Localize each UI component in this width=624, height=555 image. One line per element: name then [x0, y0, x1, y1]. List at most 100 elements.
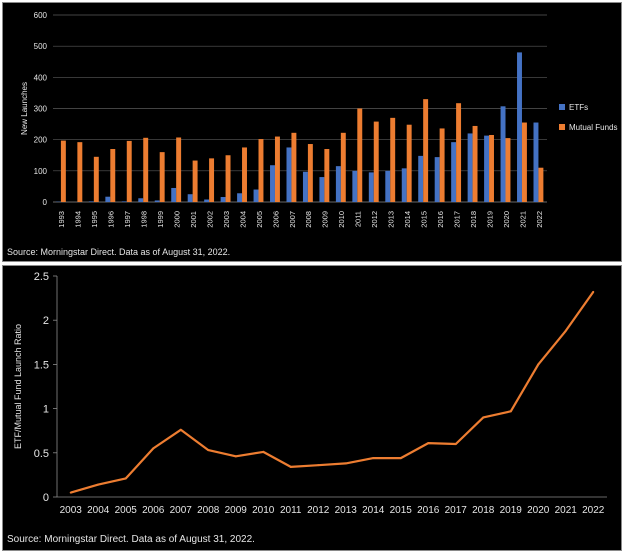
- ratio-data-point: [289, 465, 292, 468]
- bar-etfs: [401, 168, 407, 202]
- bar-mutual-funds: [274, 136, 280, 202]
- x-tick-label: 2015: [420, 211, 429, 228]
- x-tick-label: 2018: [469, 211, 478, 228]
- x-tick-label: 2002: [205, 211, 214, 228]
- bar-mutual-funds: [77, 142, 83, 202]
- x-tick-label: 2012: [370, 211, 379, 228]
- bar-etfs: [138, 198, 144, 202]
- bar-etfs: [500, 106, 506, 202]
- ratio-data-point: [69, 491, 72, 494]
- bar-etfs: [418, 155, 424, 202]
- bar-etfs: [88, 201, 94, 202]
- x-tick-label: 2022: [582, 505, 605, 516]
- bar-mutual-funds: [126, 140, 132, 202]
- y-tick-label: 0.5: [34, 448, 49, 460]
- bar-etfs: [517, 52, 522, 203]
- ratio-series-line: [70, 291, 595, 494]
- bar-etfs: [270, 165, 275, 202]
- legend-swatch: [559, 104, 565, 110]
- bar-mutual-funds: [505, 138, 511, 202]
- ratio-data-point: [537, 363, 540, 366]
- x-tick-label: 2007: [288, 211, 297, 228]
- bar-etfs: [220, 197, 226, 202]
- x-tick-label: 2021: [555, 505, 578, 516]
- x-tick-label: 2017: [445, 505, 468, 516]
- ratio-data-point: [152, 447, 155, 450]
- bar-mutual-funds: [258, 139, 264, 202]
- bar-etfs: [154, 200, 160, 202]
- x-tick-label: 2008: [197, 505, 220, 516]
- x-tick-label: 2009: [225, 505, 248, 516]
- x-tick-label: 2005: [255, 211, 264, 228]
- bar-mutual-funds: [390, 117, 396, 202]
- x-tick-label: 2016: [436, 211, 445, 228]
- bar-mutual-funds: [423, 99, 429, 202]
- x-tick-label: 1994: [74, 211, 83, 228]
- ratio-data-point: [234, 455, 237, 458]
- bar-etfs: [533, 122, 539, 202]
- bar-etfs: [352, 170, 358, 202]
- launches-bar-chart-svg: 0 100 200 300 400 500 600 New Launches 1993 1994 1…: [20, 11, 617, 228]
- legend-swatch: [559, 124, 565, 130]
- bar-etfs: [187, 194, 193, 202]
- y-axis-label: New Launches: [20, 82, 29, 135]
- bar-mutual-funds: [307, 144, 313, 202]
- x-tick-label: 2016: [417, 505, 440, 516]
- x-tick-label: 1995: [90, 211, 99, 228]
- bar-mutual-funds: [406, 124, 412, 202]
- y-tick-label: 300: [34, 105, 48, 114]
- bar-mutual-funds: [110, 149, 116, 202]
- x-tick-label: 2007: [170, 505, 193, 516]
- ratio-data-point: [179, 428, 182, 431]
- y-tick-label: 1: [43, 404, 49, 416]
- bar-etfs: [335, 166, 341, 202]
- y-tick-label: 500: [34, 42, 48, 51]
- ratio-data-point: [97, 483, 100, 486]
- y-tick-label: 0: [43, 492, 49, 504]
- x-tick-label: 2019: [500, 505, 523, 516]
- x-tick-label: 1993: [57, 211, 66, 228]
- bar-mutual-funds: [225, 155, 231, 202]
- ratio-data-point: [592, 290, 595, 293]
- bar-mutual-funds: [456, 103, 462, 202]
- y-tick-label: 600: [34, 11, 48, 20]
- bar-etfs: [319, 177, 325, 202]
- x-tick-label: 2001: [189, 211, 198, 228]
- ratio-data-point: [344, 462, 347, 465]
- x-tick-label: 2018: [472, 505, 495, 516]
- bar-etfs: [385, 170, 391, 202]
- x-tick-label: 2022: [535, 211, 544, 228]
- ratio-data-point: [124, 477, 127, 480]
- x-tick-label: 2013: [335, 505, 358, 516]
- x-tick-label: 2004: [238, 211, 247, 228]
- x-tick-label: 2005: [115, 505, 138, 516]
- chart-source-note: Source: Morningstar Direct. Data as of A…: [7, 247, 231, 257]
- y-tick-label: 0: [43, 198, 48, 207]
- x-tick-label: 2000: [173, 211, 182, 228]
- x-tick-label: 2011: [354, 211, 363, 227]
- bar-mutual-funds: [159, 152, 165, 202]
- bar-etfs: [467, 133, 473, 202]
- bar-mutual-funds: [143, 137, 149, 202]
- bar-etfs: [253, 189, 259, 202]
- y-tick-label: 1.5: [34, 359, 49, 371]
- bar-etfs: [121, 201, 127, 202]
- x-tick-label: 2017: [452, 211, 461, 228]
- legend-label: Mutual Funds: [569, 123, 617, 132]
- x-tick-label: 2020: [502, 211, 511, 228]
- x-tick-label: 2014: [403, 211, 412, 228]
- x-tick-label: 2003: [222, 211, 231, 228]
- launch-ratio-line-chart-svg: 0 0.5 1 1.5 2 2.5 ETF/Mutual Fund Launch Ratio…: [13, 271, 607, 516]
- x-tick-label: 1998: [140, 211, 149, 228]
- y-tick-label: 2: [43, 315, 49, 327]
- y-tick-label: 2.5: [34, 271, 49, 283]
- legend-label: ETFs: [569, 103, 588, 112]
- x-tick-label: 1997: [123, 211, 132, 228]
- bar-etfs: [368, 172, 374, 202]
- bar-etfs: [434, 157, 440, 202]
- x-tick-label: 2014: [362, 505, 385, 516]
- bar-etfs: [171, 187, 177, 202]
- ratio-data-point: [317, 464, 320, 467]
- bar-etfs: [451, 142, 457, 202]
- x-tick-label: 2010: [337, 211, 346, 228]
